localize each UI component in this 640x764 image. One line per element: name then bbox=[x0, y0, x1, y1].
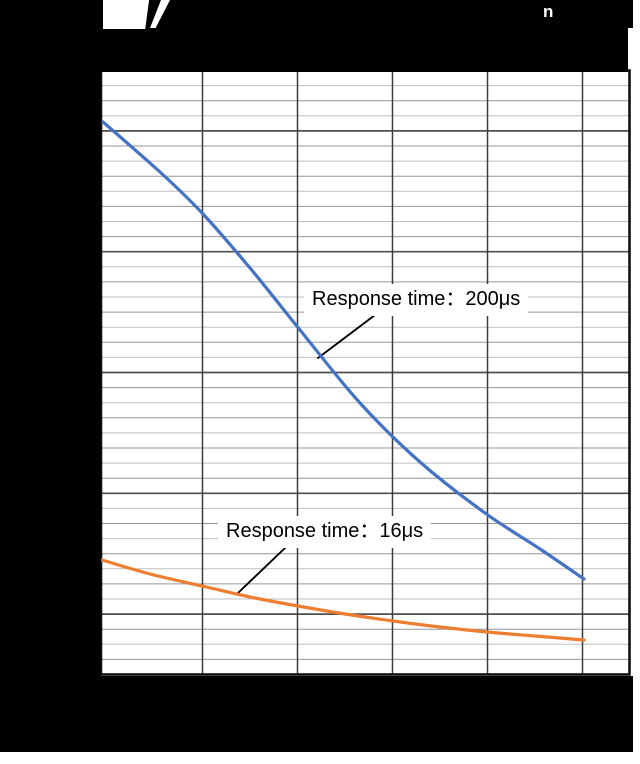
callout-response-time-16us: Response time：16μs bbox=[218, 516, 432, 548]
masked-title-band bbox=[0, 0, 633, 28]
masked-x-axis-area bbox=[0, 676, 633, 752]
masked-subtitle-band bbox=[0, 28, 628, 72]
callout-leader-line bbox=[237, 547, 286, 594]
callout-response-time-200us: Response time：200μs bbox=[304, 284, 529, 316]
callout-leader-line bbox=[317, 314, 376, 359]
title-fragment-glyph: n bbox=[543, 2, 554, 21]
masked-y-axis-area bbox=[0, 72, 101, 676]
series-curve-200us bbox=[101, 120, 586, 581]
series-curve-16us bbox=[100, 558, 586, 642]
title-fragment-block bbox=[103, 0, 150, 29]
